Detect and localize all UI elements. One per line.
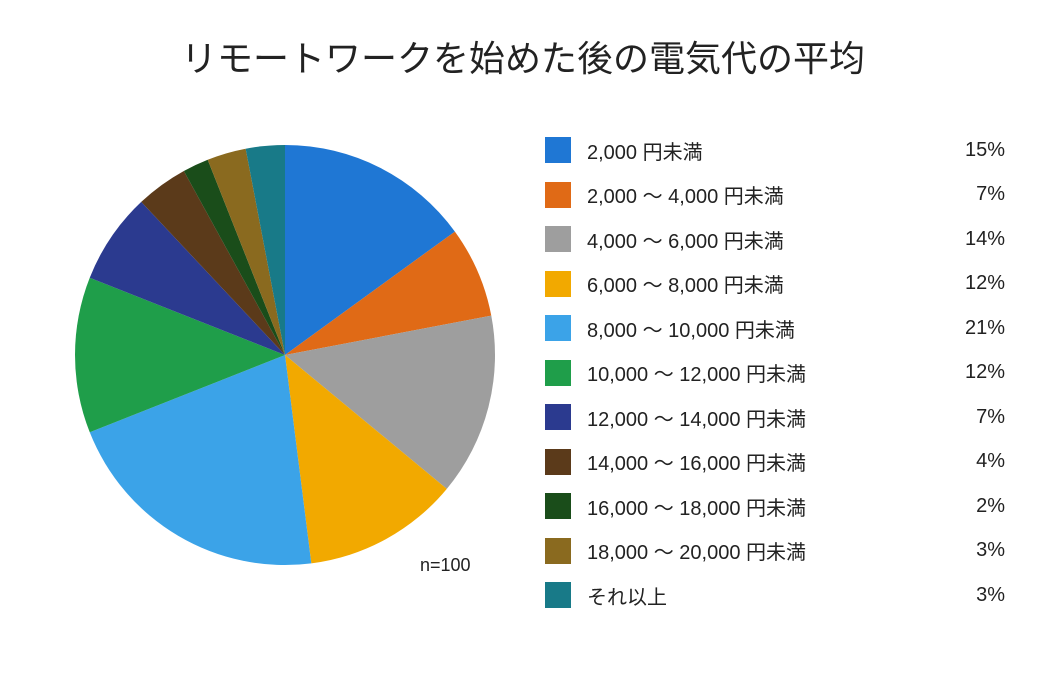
legend-swatch (545, 226, 571, 252)
legend-label: 4,000 ～ 6,000 円未満 (587, 225, 945, 254)
legend-label: 6,000 ～ 8,000 円未満 (587, 269, 945, 298)
legend-value: 12% (945, 361, 1005, 384)
legend-swatch (545, 449, 571, 475)
legend-label: 16,000 ～ 18,000 円未満 (587, 492, 945, 521)
legend-value: 4% (945, 450, 1005, 473)
legend-row: それ以上3% (545, 573, 1005, 618)
chart-title: リモートワークを始めた後の電気代の平均 (0, 30, 1046, 82)
pie-chart (70, 140, 500, 570)
legend-label: 8,000 ～ 10,000 円未満 (587, 314, 945, 343)
legend-row: 8,000 ～ 10,000 円未満21% (545, 306, 1005, 351)
legend: 2,000 円未満15%2,000 ～ 4,000 円未満7%4,000 ～ 6… (545, 128, 1005, 618)
legend-swatch (545, 360, 571, 386)
legend-row: 2,000 円未満15% (545, 128, 1005, 173)
legend-row: 14,000 ～ 16,000 円未満4% (545, 440, 1005, 485)
legend-value: 12% (945, 272, 1005, 295)
legend-swatch (545, 404, 571, 430)
legend-value: 2% (945, 495, 1005, 518)
legend-value: 7% (945, 406, 1005, 429)
legend-label: 2,000 ～ 4,000 円未満 (587, 180, 945, 209)
legend-value: 14% (945, 228, 1005, 251)
legend-label: 10,000 ～ 12,000 円未満 (587, 358, 945, 387)
pie-svg (70, 140, 500, 570)
legend-label: 2,000 円未満 (587, 136, 945, 165)
legend-swatch (545, 137, 571, 163)
legend-value: 3% (945, 584, 1005, 607)
sample-size-note: n=100 (420, 555, 471, 576)
legend-value: 7% (945, 183, 1005, 206)
legend-label: 14,000 ～ 16,000 円未満 (587, 447, 945, 476)
legend-swatch (545, 582, 571, 608)
legend-swatch (545, 182, 571, 208)
legend-row: 2,000 ～ 4,000 円未満7% (545, 173, 1005, 218)
legend-value: 3% (945, 539, 1005, 562)
legend-swatch (545, 538, 571, 564)
legend-label: 18,000 ～ 20,000 円未満 (587, 536, 945, 565)
legend-value: 15% (945, 139, 1005, 162)
legend-row: 16,000 ～ 18,000 円未満2% (545, 484, 1005, 529)
legend-row: 10,000 ～ 12,000 円未満12% (545, 351, 1005, 396)
legend-row: 18,000 ～ 20,000 円未満3% (545, 529, 1005, 574)
legend-label: 12,000 ～ 14,000 円未満 (587, 403, 945, 432)
legend-swatch (545, 271, 571, 297)
legend-row: 4,000 ～ 6,000 円未満14% (545, 217, 1005, 262)
legend-swatch (545, 493, 571, 519)
legend-swatch (545, 315, 571, 341)
legend-row: 6,000 ～ 8,000 円未満12% (545, 262, 1005, 307)
legend-value: 21% (945, 317, 1005, 340)
legend-row: 12,000 ～ 14,000 円未満7% (545, 395, 1005, 440)
legend-label: それ以上 (587, 581, 945, 610)
chart-container: リモートワークを始めた後の電気代の平均 n=100 2,000 円未満15%2,… (0, 0, 1046, 698)
